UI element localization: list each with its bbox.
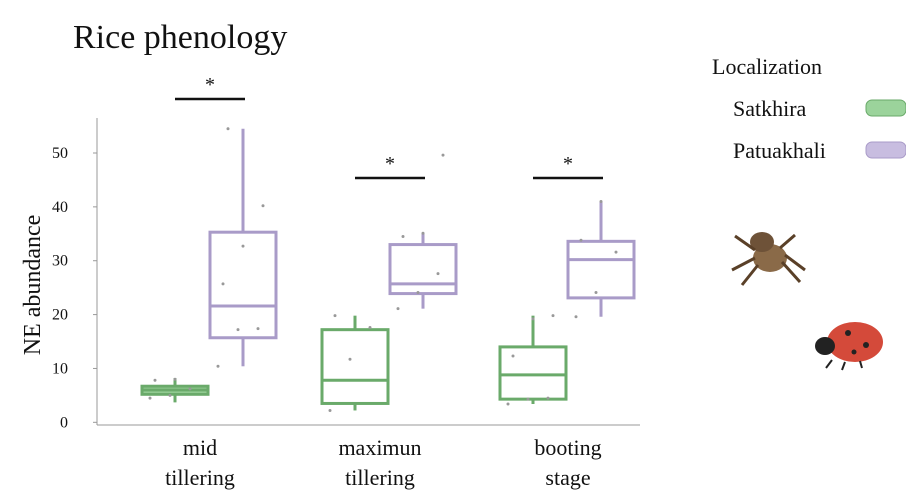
ladybug-image — [815, 322, 883, 371]
data-point — [173, 377, 177, 381]
y-tick-label: 50 — [52, 145, 68, 162]
data-point — [579, 238, 583, 242]
y-tick-label: 40 — [52, 199, 68, 216]
data-point — [511, 354, 515, 358]
box — [498, 345, 568, 401]
data-point — [594, 291, 598, 295]
x-tick-label: maximun — [338, 435, 421, 460]
data-point — [526, 397, 530, 401]
data-point — [153, 378, 157, 382]
y-tick-label: 10 — [52, 360, 68, 377]
x-tick-label: mid — [183, 435, 217, 460]
data-point — [401, 234, 405, 238]
significance-label: * — [385, 153, 395, 175]
data-point — [599, 199, 603, 203]
data-point — [328, 408, 332, 412]
data-point — [546, 396, 550, 400]
x-tick-label: tillering — [165, 465, 235, 490]
data-point — [551, 314, 555, 318]
data-point — [216, 364, 220, 368]
y-tick-label: 30 — [52, 253, 68, 270]
data-point — [416, 291, 420, 295]
y-tick-label: 20 — [52, 307, 68, 324]
data-point — [368, 326, 372, 330]
box — [388, 243, 458, 296]
data-point — [188, 387, 192, 391]
data-point — [396, 307, 400, 311]
data-point — [614, 250, 618, 254]
data-point — [148, 396, 152, 400]
data-point — [348, 357, 352, 361]
legend-label: Patuakhali — [733, 138, 826, 163]
data-point — [421, 231, 425, 235]
x-tick-label: stage — [545, 465, 590, 490]
y-tick-label: 0 — [60, 414, 68, 431]
data-point — [441, 153, 445, 157]
legend-swatch — [865, 99, 906, 117]
box — [566, 239, 636, 300]
data-point — [226, 127, 230, 131]
y-axis-label: NE abundance — [20, 215, 46, 356]
data-point — [261, 204, 265, 208]
box — [320, 328, 390, 405]
legend-label: Satkhira — [733, 96, 807, 121]
data-point — [236, 328, 240, 332]
x-tick-label: booting — [534, 435, 601, 460]
data-point — [241, 244, 245, 248]
data-point — [333, 314, 337, 318]
data-point — [574, 315, 578, 319]
significance-label: * — [563, 153, 573, 175]
spider-image — [731, 232, 806, 286]
data-point — [168, 393, 172, 397]
legend-title: Localization — [712, 54, 822, 79]
box — [208, 230, 278, 340]
data-point — [506, 402, 510, 406]
data-point — [531, 317, 535, 321]
x-tick-label: tillering — [345, 465, 415, 490]
data-point — [436, 272, 440, 276]
chart-title: Rice phenology — [73, 19, 287, 56]
legend-swatch — [865, 141, 906, 159]
data-point — [256, 327, 260, 331]
significance-label: * — [205, 74, 215, 96]
data-point — [221, 282, 225, 286]
